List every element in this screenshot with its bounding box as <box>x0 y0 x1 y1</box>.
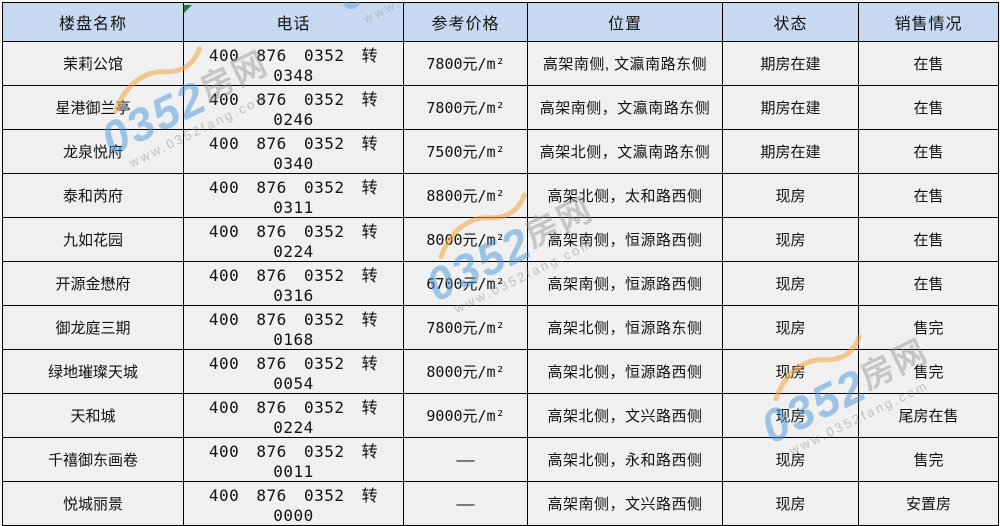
name-cell: 天和城 <box>2 393 184 438</box>
status-cell: 现房 <box>722 217 859 262</box>
name-cell: 御龙庭三期 <box>2 305 184 350</box>
column-header-status: 状态 <box>722 2 859 42</box>
location-cell: 高架北侧，文瀛南路东侧 <box>527 129 723 174</box>
sales-cell: 在售 <box>858 217 999 262</box>
sales-cell: 在售 <box>858 261 999 306</box>
phone-cell: 400 876 0352 转 0316 <box>183 261 404 306</box>
status-cell: 现房 <box>722 393 859 438</box>
price-cell: —— <box>403 437 528 482</box>
name-cell: 九如花园 <box>2 217 184 262</box>
name-cell: 星港御兰亭 <box>2 85 184 130</box>
status-cell: 现房 <box>722 173 859 218</box>
table-row: 泰和芮府 400 876 0352 转 0311 8800元/m² 高架北侧，太和路西… <box>2 173 999 218</box>
price-cell: —— <box>403 481 528 526</box>
phone-cell: 400 876 0352 转 0224 <box>183 217 404 262</box>
location-cell: 高架南侧，文兴路西侧 <box>527 481 723 526</box>
sales-cell: 在售 <box>858 129 999 174</box>
sales-cell: 售完 <box>858 349 999 394</box>
table-header-row: 楼盘名称 电话 参考价格 位置 状态 销售情况 <box>2 2 999 42</box>
price-cell: 8000元/m² <box>403 217 528 262</box>
phone-cell: 400 876 0352 转 0168 <box>183 305 404 350</box>
price-cell: 7800元/m² <box>403 41 528 86</box>
name-cell: 龙泉悦府 <box>2 129 184 174</box>
cell-error-corner-marker <box>184 5 192 13</box>
status-cell: 现房 <box>722 481 859 526</box>
status-cell: 现房 <box>722 349 859 394</box>
sales-cell: 在售 <box>858 173 999 218</box>
location-cell: 高架北侧，太和路西侧 <box>527 173 723 218</box>
location-cell: 高架北侧，恒源路西侧 <box>527 349 723 394</box>
sales-cell: 在售 <box>858 85 999 130</box>
sales-cell: 安置房 <box>858 481 999 526</box>
location-cell: 高架南侧，恒源路西侧 <box>527 217 723 262</box>
sales-cell: 售完 <box>858 305 999 350</box>
price-cell: 7500元/m² <box>403 129 528 174</box>
phone-cell: 400 876 0352 转 0348 <box>183 41 404 86</box>
table-row: 御龙庭三期 400 876 0352 转 0168 7800元/m² 高架北侧，恒源路… <box>2 305 999 350</box>
location-cell: 高架南侧，恒源路西侧 <box>527 261 723 306</box>
phone-cell: 400 876 0352 转 0246 <box>183 85 404 130</box>
name-cell: 开源金懋府 <box>2 261 184 306</box>
phone-cell: 400 876 0352 转 0054 <box>183 349 404 394</box>
table-row: 开源金懋府 400 876 0352 转 0316 6700元/m² 高架南侧，恒源路… <box>2 261 999 306</box>
price-cell: 8800元/m² <box>403 173 528 218</box>
price-cell: 7800元/m² <box>403 85 528 130</box>
phone-cell: 400 876 0352 转 0340 <box>183 129 404 174</box>
column-header-location: 位置 <box>527 2 723 42</box>
table-row: 星港御兰亭 400 876 0352 转 0246 7800元/m² 高架南侧，文瀛南… <box>2 85 999 130</box>
table-row: 天和城 400 876 0352 转 0224 9000元/m² 高架北侧，文兴路西侧… <box>2 393 999 438</box>
name-cell: 茉莉公馆 <box>2 41 184 86</box>
name-cell: 悦城丽景 <box>2 481 184 526</box>
price-cell: 7800元/m² <box>403 305 528 350</box>
price-cell: 9000元/m² <box>403 393 528 438</box>
status-cell: 现房 <box>722 437 859 482</box>
column-header-name: 楼盘名称 <box>2 2 184 42</box>
sales-cell: 在售 <box>858 41 999 86</box>
location-cell: 高架北侧，文兴路西侧 <box>527 393 723 438</box>
status-cell: 期房在建 <box>722 41 859 86</box>
sales-cell: 售完 <box>858 437 999 482</box>
status-cell: 现房 <box>722 305 859 350</box>
phone-cell: 400 876 0352 转 0011 <box>183 437 404 482</box>
column-header-price: 参考价格 <box>403 2 528 42</box>
location-cell: 高架南侧, 文瀛南路东侧 <box>527 41 723 86</box>
status-cell: 期房在建 <box>722 129 859 174</box>
price-cell: 6700元/m² <box>403 261 528 306</box>
column-header-sales: 销售情况 <box>858 2 999 42</box>
location-cell: 高架北侧，恒源路东侧 <box>527 305 723 350</box>
table-row: 九如花园 400 876 0352 转 0224 8000元/m² 高架南侧，恒源路西… <box>2 217 999 262</box>
sales-cell: 尾房在售 <box>858 393 999 438</box>
table-row: 千禧御东画卷 400 876 0352 转 0011 —— 高架北侧，永和路西侧 现房售… <box>2 437 999 482</box>
location-cell: 高架南侧，文瀛南路东侧 <box>527 85 723 130</box>
name-cell: 泰和芮府 <box>2 173 184 218</box>
column-header-phone: 电话 <box>183 2 404 42</box>
phone-cell: 400 876 0352 转 0000 <box>183 481 404 526</box>
name-cell: 绿地璀璨天城 <box>2 349 184 394</box>
table-row: 悦城丽景 400 876 0352 转 0000 —— 高架南侧，文兴路西侧 现房 安置房 <box>2 481 999 526</box>
name-cell: 千禧御东画卷 <box>2 437 184 482</box>
location-cell: 高架北侧，永和路西侧 <box>527 437 723 482</box>
table-row: 茉莉公馆 400 876 0352 转 0348 7800元/m² 高架南侧, 文瀛南… <box>2 41 999 86</box>
table-row: 龙泉悦府 400 876 0352 转 0340 7500元/m² 高架北侧，文瀛南路… <box>2 129 999 174</box>
status-cell: 期房在建 <box>722 85 859 130</box>
price-cell: 8000元/m² <box>403 349 528 394</box>
phone-cell: 400 876 0352 转 0224 <box>183 393 404 438</box>
phone-cell: 400 876 0352 转 0311 <box>183 173 404 218</box>
status-cell: 现房 <box>722 261 859 306</box>
table-row: 绿地璀璨天城 400 876 0352 转 0054 8000元/m² 高架北侧，恒源… <box>2 349 999 394</box>
